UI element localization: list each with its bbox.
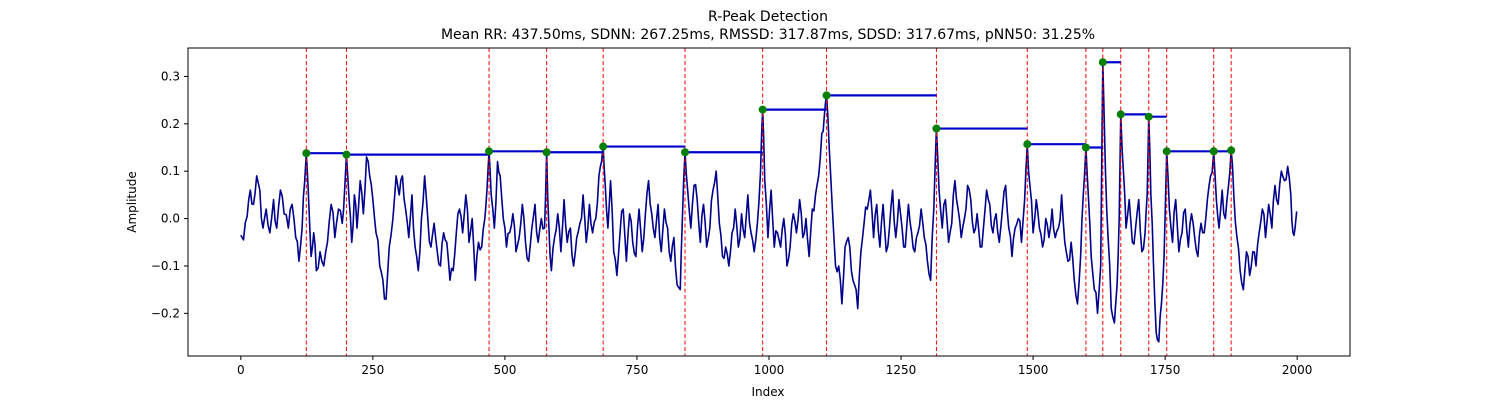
peak-marker <box>1162 147 1171 156</box>
peak-marker <box>542 148 551 157</box>
y-tick-label: 0.3 <box>161 69 180 83</box>
peak-marker <box>1227 146 1236 155</box>
x-tick-label: 1000 <box>754 363 785 377</box>
peak-marker <box>1144 112 1153 121</box>
x-tick-label: 250 <box>361 363 384 377</box>
chart-subtitle: Mean RR: 437.50ms, SDNN: 267.25ms, RMSSD… <box>441 27 1095 43</box>
peak-marker <box>1209 147 1218 156</box>
peak-marker <box>342 150 351 159</box>
x-tick-label: 2000 <box>1282 363 1313 377</box>
chart-title: R-Peak Detection <box>708 9 828 25</box>
y-tick-label: 0.1 <box>161 164 180 178</box>
x-tick-label: 1750 <box>1150 363 1181 377</box>
peak-marker <box>681 148 690 157</box>
peak-marker <box>1081 143 1090 152</box>
y-tick-label: −0.2 <box>151 306 180 320</box>
x-tick-label: 750 <box>626 363 649 377</box>
y-tick-label: −0.1 <box>151 259 180 273</box>
plot-area <box>240 48 1298 356</box>
peak-marker <box>1098 58 1107 67</box>
x-tick-label: 1250 <box>886 363 917 377</box>
ecg-signal-line <box>240 61 1298 343</box>
peak-marker <box>822 91 831 100</box>
x-axis: 0 250 500 750 1000 1250 1500 1750 2000 <box>237 356 1312 377</box>
x-tick-label: 1500 <box>1018 363 1049 377</box>
peak-marker <box>302 149 311 158</box>
x-tick-label: 0 <box>237 363 245 377</box>
peak-marker <box>1023 140 1032 149</box>
x-tick-label: 500 <box>493 363 516 377</box>
peak-marker <box>932 124 941 133</box>
peak-marker <box>599 142 608 151</box>
x-axis-label: Index <box>751 385 784 399</box>
peak-marker <box>485 147 494 156</box>
y-axis: −0.2 −0.1 0.0 0.1 0.2 0.3 <box>151 69 188 320</box>
peak-marker <box>758 105 767 114</box>
y-tick-label: 0.2 <box>161 117 180 131</box>
y-tick-label: 0.0 <box>161 212 180 226</box>
peak-marker <box>1116 110 1125 119</box>
y-axis-label: Amplitude <box>125 171 139 233</box>
